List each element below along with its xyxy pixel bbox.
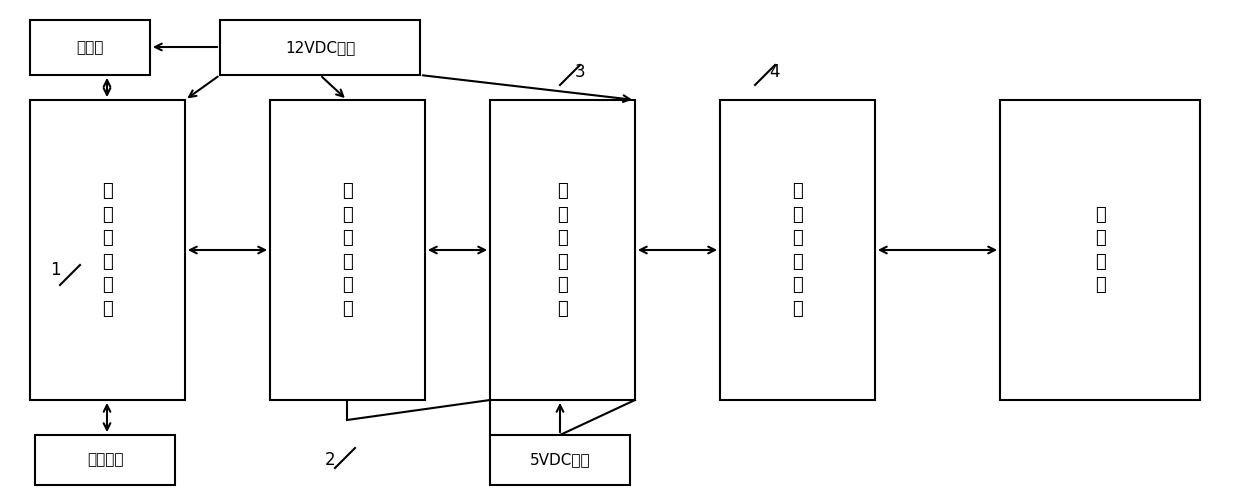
Bar	[720, 100, 875, 400]
Text: 鼠标键盘: 鼠标键盘	[87, 453, 123, 467]
Text: 3: 3	[575, 63, 585, 81]
Text: 2: 2	[325, 451, 336, 469]
Bar	[35, 435, 175, 485]
Bar	[30, 100, 185, 400]
Text: 12VDC供电: 12VDC供电	[285, 40, 356, 55]
Bar	[489, 435, 629, 485]
Bar	[30, 20, 150, 75]
Text: 5VDC供电: 5VDC供电	[530, 453, 590, 467]
Bar	[221, 20, 420, 75]
Bar	[270, 100, 425, 400]
Text: 绝
缘
检
测
模
块: 绝 缘 检 测 模 块	[342, 182, 353, 318]
Text: 产
品
对
接
插
座: 产 品 对 接 插 座	[792, 182, 803, 318]
Text: 通
道
切
换
模
块: 通 道 切 换 模 块	[558, 182, 567, 318]
Text: 显示屏: 显示屏	[77, 40, 104, 55]
Text: 嵌
入
式
工
控
机: 嵌 入 式 工 控 机	[102, 182, 113, 318]
Text: 待
测
产
品: 待 测 产 品	[1094, 206, 1105, 294]
Text: 1: 1	[50, 261, 61, 279]
Text: 4: 4	[769, 63, 781, 81]
Bar	[489, 100, 636, 400]
Bar	[1000, 100, 1201, 400]
